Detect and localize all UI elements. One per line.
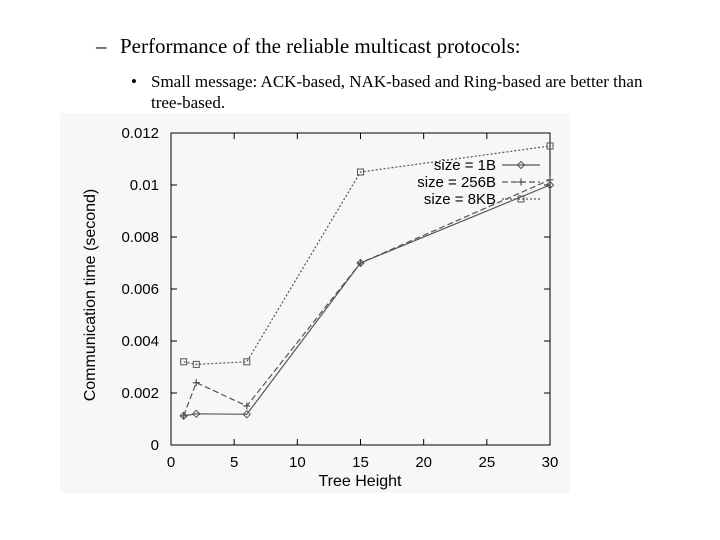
data-point-diamond xyxy=(242,410,252,419)
data-point-square xyxy=(192,360,200,368)
bullet-level-1: – Performance of the reliable multicast p… xyxy=(96,34,521,59)
data-point-square xyxy=(546,142,554,150)
y-tick-label: 0.012 xyxy=(121,125,159,142)
axis-ticks: 0 5 10 15 20 25 30 0 0.002 0.004 0.006 0.008 0.01 0.0… xyxy=(121,125,558,471)
x-tick-label: 15 xyxy=(352,454,369,471)
x-tick-label: 25 xyxy=(478,454,495,471)
data-point-plus xyxy=(192,379,200,387)
data-point-diamond xyxy=(192,409,201,419)
y-tick-label: 0.008 xyxy=(121,229,159,246)
y-axis-label: Communication time (second) xyxy=(82,189,99,402)
data-point-square xyxy=(243,358,251,366)
series-2 xyxy=(180,142,554,368)
x-axis-label: Tree Height xyxy=(319,473,403,490)
legend-label: size = 1B xyxy=(434,157,496,174)
bullet-dash: – xyxy=(96,34,107,58)
legend-label: size = 8KB xyxy=(424,191,496,208)
chart-panel: 0 5 10 15 20 25 30 0 0.002 0.004 0.006 0.008 0.01 0.0… xyxy=(60,113,570,493)
series-1 xyxy=(180,176,554,420)
x-tick-label: 30 xyxy=(542,454,559,471)
data-point-plus xyxy=(243,402,251,410)
legend-label: size = 256B xyxy=(417,174,496,191)
y-tick-label: 0.01 xyxy=(130,177,159,194)
data-point-plus xyxy=(546,176,554,184)
bullet-dot: • xyxy=(131,72,137,91)
data-point-plus xyxy=(517,178,525,186)
series-0 xyxy=(179,180,555,421)
data-point-square xyxy=(517,195,525,203)
data-point-diamond xyxy=(516,160,526,170)
series-line xyxy=(183,145,551,366)
y-tick-label: 0.002 xyxy=(121,385,159,402)
y-tick-label: 0.004 xyxy=(121,333,159,350)
bullet-2-text: Small message: ACK-based, NAK-based and … xyxy=(151,72,643,112)
data-point-diamond xyxy=(545,180,555,190)
y-tick-label: 0 xyxy=(151,437,159,454)
y-tick-label: 0.006 xyxy=(121,281,159,298)
data-point-plus xyxy=(357,259,364,267)
bullet-level-2: • Small message: ACK-based, NAK-based an… xyxy=(131,71,671,113)
series-line xyxy=(183,179,551,417)
x-tick-label: 0 xyxy=(167,454,175,471)
line-chart: 0 5 10 15 20 25 30 0 0.002 0.004 0.006 0.008 0.01 0.0… xyxy=(82,125,558,490)
data-point-square xyxy=(357,168,364,176)
series-line xyxy=(183,184,551,417)
bullet-1-text: Performance of the reliable multicast pr… xyxy=(120,34,521,58)
data-point-plus xyxy=(180,412,188,420)
series-layer xyxy=(179,142,555,421)
x-tick-label: 20 xyxy=(415,454,432,471)
x-tick-label: 5 xyxy=(230,454,238,471)
data-point-square xyxy=(180,358,188,366)
x-tick-label: 10 xyxy=(289,454,306,471)
